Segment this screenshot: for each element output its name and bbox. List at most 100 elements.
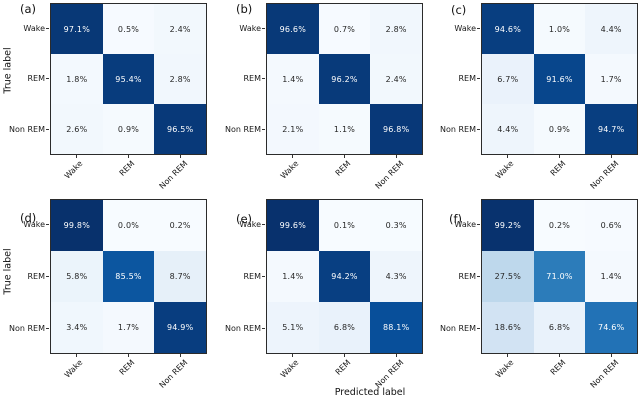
ytick-label: Wake xyxy=(428,23,480,34)
matrix-cell: 94.9% xyxy=(154,302,206,353)
matrix-cell: 97.1% xyxy=(51,4,103,54)
matrix-cell: 6.8% xyxy=(318,302,371,353)
xtick-label: REM xyxy=(117,358,137,377)
tick-mark xyxy=(344,155,345,158)
tick-mark xyxy=(128,354,129,357)
tick-mark xyxy=(396,155,397,158)
panel-label-e: (e) xyxy=(236,212,253,226)
tick-mark xyxy=(76,354,77,357)
xtick-label: REM xyxy=(548,358,568,377)
matrix-cell: 1.7% xyxy=(585,54,637,104)
matrix-cell: 0.3% xyxy=(370,200,422,251)
matrix-cell: 1.1% xyxy=(318,104,371,154)
matrix-cell: 4.4% xyxy=(585,4,637,54)
panel-label-b: (b) xyxy=(236,2,253,16)
matrix-cell: 99.8% xyxy=(51,200,103,251)
confusion-matrix-panel-e: Wake REM Non REM 99.6% 0.1% 0.3% 1.4% 94… xyxy=(225,199,423,390)
tick-mark xyxy=(76,155,77,158)
tick-mark xyxy=(611,155,612,158)
matrix-cell: 8.7% xyxy=(154,251,206,302)
matrix-cell: 5.8% xyxy=(51,251,103,302)
panel-label-f: (f) xyxy=(449,212,463,226)
matrix-cell: 27.5% xyxy=(482,251,534,302)
y-axis-label: True label xyxy=(2,47,14,94)
ytick-label: REM xyxy=(0,73,49,84)
xtick-label: Non REM xyxy=(157,358,190,390)
tick-mark xyxy=(559,155,560,158)
matrix-cell: 1.0% xyxy=(533,4,586,54)
matrix-cell: 2.8% xyxy=(154,54,206,104)
matrix-cell: 1.4% xyxy=(585,251,637,302)
tick-mark xyxy=(180,354,181,357)
ytick-label: REM xyxy=(0,271,49,282)
matrix-cell: 91.6% xyxy=(533,54,586,104)
ytick-label: Non REM xyxy=(213,323,265,334)
matrix-cell: 74.6% xyxy=(585,302,637,353)
matrix-cell: 2.4% xyxy=(370,54,422,104)
heatmap-grid: 96.6% 0.7% 2.8% 1.4% 96.2% 2.4% 2.1% 1.1… xyxy=(266,3,423,155)
tick-mark xyxy=(292,354,293,357)
matrix-cell: 88.1% xyxy=(370,302,422,353)
heatmap-grid: 99.8% 0.0% 0.2% 5.8% 85.5% 8.7% 3.4% 1.7… xyxy=(50,199,207,354)
tick-mark xyxy=(559,354,560,357)
tick-mark xyxy=(611,354,612,357)
ytick-label: Wake xyxy=(213,23,265,34)
matrix-cell: 71.0% xyxy=(533,251,586,302)
matrix-cell: 1.4% xyxy=(267,251,319,302)
tick-mark xyxy=(292,155,293,158)
heatmap-grid: 97.1% 0.5% 2.4% 1.8% 95.4% 2.8% 2.6% 0.9… xyxy=(50,3,207,155)
matrix-cell: 95.4% xyxy=(102,54,155,104)
tick-mark xyxy=(396,354,397,357)
matrix-cell: 0.7% xyxy=(318,4,371,54)
panel-label-d: (d) xyxy=(20,211,37,225)
ytick-label: REM xyxy=(428,271,480,282)
ytick-label: Wake xyxy=(428,219,480,230)
panel-label-c: (c) xyxy=(451,3,467,17)
matrix-cell: 4.4% xyxy=(482,104,534,154)
heatmap-grid: 99.6% 0.1% 0.3% 1.4% 94.2% 4.3% 5.1% 6.8… xyxy=(266,199,423,354)
xtick-label: Non REM xyxy=(588,358,621,390)
matrix-cell: 1.8% xyxy=(51,54,103,104)
tick-mark xyxy=(507,354,508,357)
tick-mark xyxy=(507,155,508,158)
ytick-label: REM xyxy=(428,73,480,84)
xtick-label: Wake xyxy=(278,358,301,380)
matrix-cell: 94.7% xyxy=(585,104,637,154)
x-axis-label: Predicted label xyxy=(334,387,406,398)
matrix-cell: 94.2% xyxy=(318,251,371,302)
confusion-matrix-panel-c: Wake REM Non REM 94.6% 1.0% 4.4% 6.7% 91… xyxy=(440,3,638,191)
tick-mark xyxy=(128,155,129,158)
matrix-cell: 2.4% xyxy=(154,4,206,54)
matrix-cell: 0.9% xyxy=(102,104,155,154)
ytick-label: Wake xyxy=(0,23,49,34)
heatmap-grid: 99.2% 0.2% 0.6% 27.5% 71.0% 1.4% 18.6% 6… xyxy=(481,199,638,354)
matrix-cell: 18.6% xyxy=(482,302,534,353)
ytick-label: REM xyxy=(213,73,265,84)
matrix-cell: 0.1% xyxy=(318,200,371,251)
matrix-cell: 1.7% xyxy=(102,302,155,353)
ytick-label: Non REM xyxy=(213,124,265,135)
matrix-cell: 0.0% xyxy=(102,200,155,251)
ytick-label: Non REM xyxy=(428,124,480,135)
matrix-cell: 6.8% xyxy=(533,302,586,353)
matrix-cell: 3.4% xyxy=(51,302,103,353)
confusion-matrix-panel-d: Wake REM Non REM 99.8% 0.0% 0.2% 5.8% 85… xyxy=(9,199,207,390)
matrix-cell: 2.6% xyxy=(51,104,103,154)
matrix-cell: 94.6% xyxy=(482,4,534,54)
ytick-label: Wake xyxy=(0,219,49,230)
matrix-cell: 0.2% xyxy=(533,200,586,251)
matrix-cell: 85.5% xyxy=(102,251,155,302)
confusion-matrix-panel-a: Wake REM Non REM 97.1% 0.5% 2.4% 1.8% 95… xyxy=(9,3,207,191)
tick-mark xyxy=(344,354,345,357)
matrix-cell: 96.5% xyxy=(154,104,206,154)
matrix-cell: 6.7% xyxy=(482,54,534,104)
matrix-cell: 96.8% xyxy=(370,104,422,154)
tick-mark xyxy=(180,155,181,158)
confusion-matrix-panel-f: Wake REM Non REM 99.2% 0.2% 0.6% 27.5% 7… xyxy=(440,199,638,390)
matrix-cell: 1.4% xyxy=(267,54,319,104)
matrix-cell: 96.2% xyxy=(318,54,371,104)
xtick-label: Wake xyxy=(493,358,516,380)
matrix-cell: 5.1% xyxy=(267,302,319,353)
confusion-matrix-panel-b: Wake REM Non REM 96.6% 0.7% 2.8% 1.4% 96… xyxy=(225,3,423,191)
